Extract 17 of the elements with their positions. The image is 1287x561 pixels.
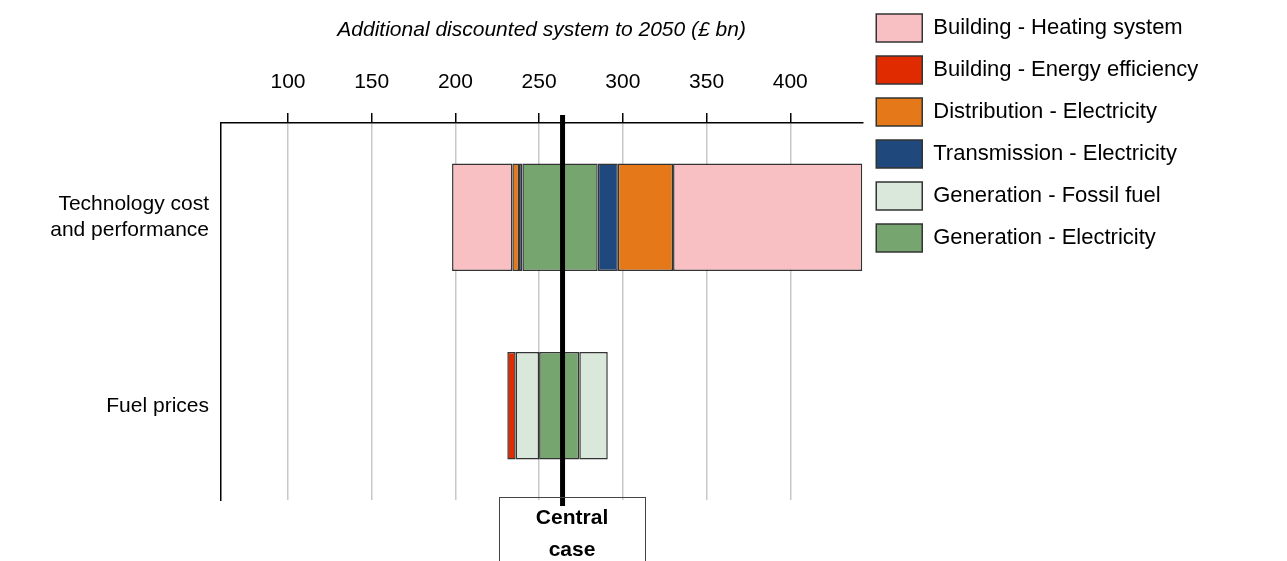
legend-label: Building - Heating system <box>933 14 1183 40</box>
legend-label: Generation - Fossil fuel <box>933 182 1161 208</box>
legend-label: Transmission - Electricity <box>933 140 1177 166</box>
x-tick-label: 150 <box>354 69 390 93</box>
x-tick-label: 400 <box>772 69 808 93</box>
legend-label: Distribution - Electricity <box>933 98 1157 124</box>
legend-label: Generation - Electricity <box>933 224 1156 250</box>
x-tick-label: 250 <box>521 69 557 93</box>
y-tick-label: Technology cost and performance <box>50 191 210 240</box>
x-axis-title: Additional discounted system to 2050 (£ bn) <box>335 17 746 41</box>
y-tick-label: Fuel prices <box>106 392 209 416</box>
x-tick-label: 300 <box>605 69 641 93</box>
ref-line-label: Central case <box>534 504 610 561</box>
x-tick-label: 100 <box>270 69 306 93</box>
x-tick-label: 350 <box>689 69 725 93</box>
x-tick-label: 200 <box>437 69 473 93</box>
legend-label: Building - Energy efficiency <box>933 56 1199 82</box>
